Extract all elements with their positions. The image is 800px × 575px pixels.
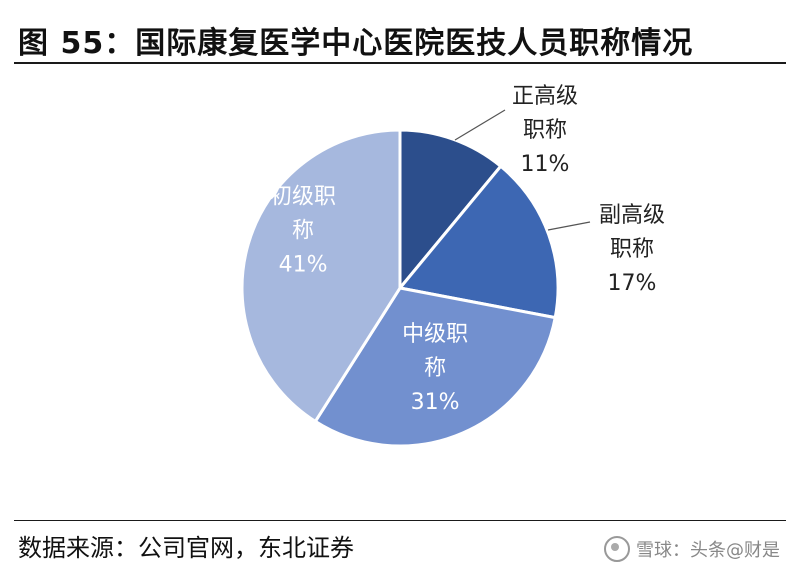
title-bar: 图 55：国际康复医学中心医院医技人员职称情况 [14, 10, 786, 64]
slice-label: 称 [424, 356, 446, 381]
leader-line [547, 221, 591, 231]
slice-label: 中级职 [402, 322, 468, 347]
watermark-text: 雪球：头条@财是 [636, 540, 780, 561]
slice-percent-label: 31% [411, 390, 460, 415]
slice-label: 初级职 [270, 184, 336, 209]
slice-percent-label: 11% [521, 152, 570, 177]
slice-label: 正高级 [512, 84, 578, 109]
slice-percent-label: 17% [608, 271, 657, 296]
pie-slice [397, 164, 560, 320]
pie-slice [398, 128, 503, 293]
source-note: 数据来源：公司官网，东北证券 [18, 534, 354, 562]
watermark: 雪球：头条@财是 [604, 536, 780, 562]
slice-percent-label: 41% [279, 252, 328, 277]
pie-slice [240, 128, 402, 424]
slice-label: 副高级 [599, 203, 665, 228]
slice-label: 职称 [523, 118, 567, 143]
chart-title: 图 55：国际康复医学中心医院医技人员职称情况 [18, 26, 694, 61]
slice-label: 称 [292, 218, 314, 243]
snowball-logo-icon [604, 536, 630, 562]
footer-divider [14, 520, 786, 521]
slice-label: 职称 [610, 237, 654, 262]
leader-line [454, 109, 506, 141]
